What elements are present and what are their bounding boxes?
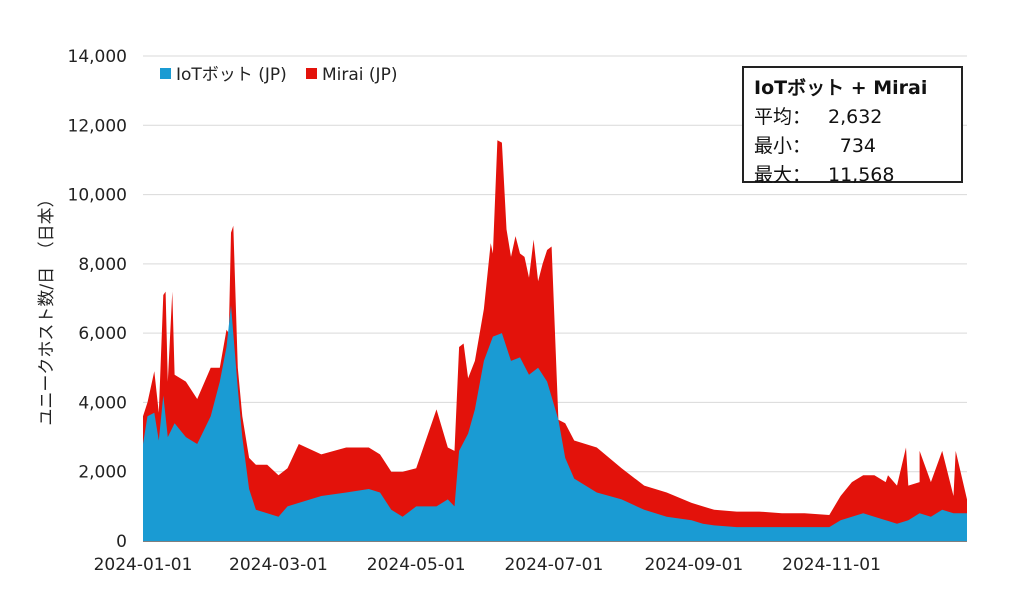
x-tick-label: 2024-09-01 <box>644 555 743 575</box>
legend: IoTボット (JP) Mirai (JP) <box>160 65 397 85</box>
stats-avg-value: 2,632 <box>828 106 883 128</box>
y-tick-label: 14,000 <box>68 47 127 67</box>
series-mirai-area <box>143 140 967 542</box>
y-axis-label: ユニークホスト数/日 （日本） <box>37 190 57 425</box>
legend-swatch-iotbot <box>160 68 171 79</box>
stats-min-value: 734 <box>839 135 876 157</box>
legend-swatch-mirai <box>306 68 317 79</box>
y-tick-label: 2,000 <box>78 463 127 483</box>
x-axis-ticks: 2024-01-01 2024-03-01 2024-05-01 2024-07-01… <box>94 555 881 575</box>
x-tick-label: 2024-05-01 <box>367 555 466 575</box>
y-tick-label: 10,000 <box>68 186 127 206</box>
series-iotbot-area <box>143 305 967 541</box>
x-tick-label: 2024-01-01 <box>94 555 193 575</box>
y-tick-label: 8,000 <box>78 255 127 275</box>
x-tick-label: 2024-11-01 <box>782 555 881 575</box>
stats-max-value: 11,568 <box>828 164 895 186</box>
y-tick-label: 6,000 <box>78 324 127 344</box>
stats-avg-label: 平均： <box>754 106 812 128</box>
stats-box: IoTボット + Mirai 平均： 2,632 最小： 734 最大： 11,… <box>742 66 963 186</box>
stats-title: IoTボット + Mirai <box>754 77 928 99</box>
x-tick-label: 2024-07-01 <box>504 555 603 575</box>
stats-avg-row: 平均： 2,632 <box>754 103 951 132</box>
y-axis-ticks: 0 2,000 4,000 6,000 8,000 10,000 12,000 14,000 <box>68 47 127 552</box>
stats-min-label: 最小： <box>754 135 812 157</box>
stats-min-row: 最小： 734 <box>754 132 951 161</box>
stats-max-row: 最大： 11,568 <box>754 161 951 190</box>
legend-label-mirai: Mirai (JP) <box>322 65 397 85</box>
stats-max-label: 最大： <box>754 164 812 186</box>
area-series <box>143 140 967 542</box>
x-tick-label: 2024-03-01 <box>229 555 328 575</box>
y-tick-label: 4,000 <box>78 393 127 413</box>
y-tick-label: 0 <box>116 532 127 552</box>
y-tick-label: 12,000 <box>68 116 127 136</box>
legend-label-iotbot: IoTボット (JP) <box>176 65 287 85</box>
